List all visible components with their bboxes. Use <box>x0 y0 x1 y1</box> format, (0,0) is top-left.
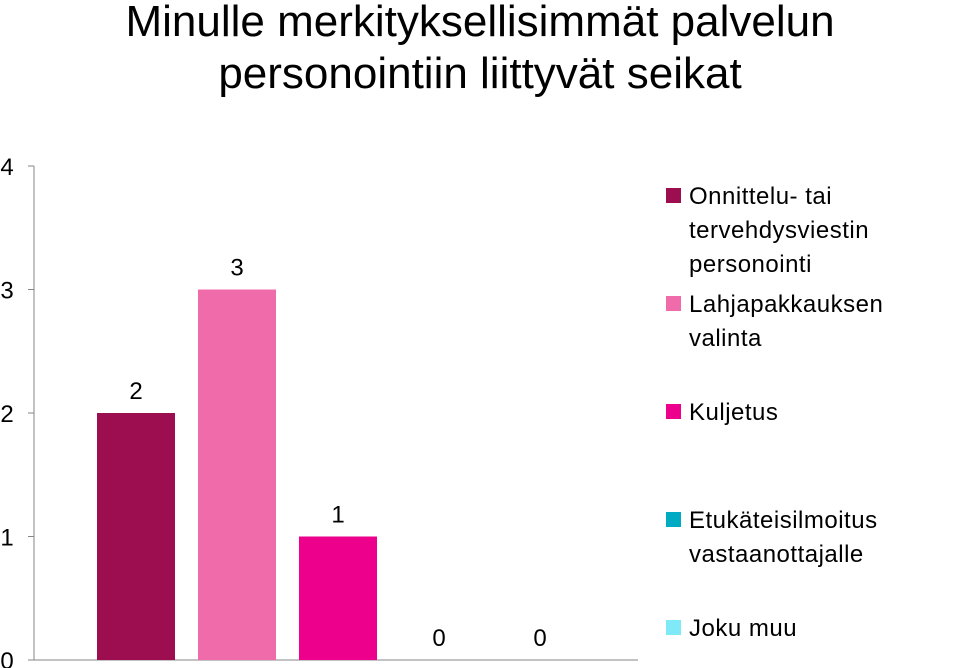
legend-label: Kuljetus <box>689 396 778 430</box>
legend: Onnittelu- tai tervehdysviestin personoint… <box>666 0 960 668</box>
legend-label-line: vastaanottajalle <box>689 541 864 568</box>
legend-item: Etukäteisilmoitus vastaanottajalle <box>666 504 960 572</box>
legend-item: Kuljetus <box>666 396 960 430</box>
y-tick-label: 2 <box>0 401 13 428</box>
axis-layer: 0 1 2 3 4 <box>0 154 638 668</box>
data-label: 2 <box>129 378 142 405</box>
bar <box>299 536 377 660</box>
data-label: 1 <box>331 502 344 529</box>
legend-item: Onnittelu- tai tervehdysviestin personoint… <box>666 180 960 282</box>
legend-swatch <box>666 188 681 203</box>
y-tick-label: 0 <box>0 648 13 668</box>
y-tick-label: 1 <box>0 525 13 552</box>
legend-label: Etukäteisilmoitus vastaanottajalle <box>689 504 878 572</box>
legend-label-line: Etukäteisilmoitus <box>689 507 878 534</box>
legend-label-line: Joku muu <box>689 615 798 642</box>
chart-title-line-2: personointiin liittyvät seikat <box>218 49 742 98</box>
legend-label-line: Onnittelu- tai <box>689 183 833 210</box>
y-tick-label: 3 <box>0 278 13 305</box>
y-tick-label: 4 <box>0 154 13 181</box>
legend-label-line: Lahjapakkauksen valinta <box>689 291 884 352</box>
data-label: 0 <box>533 625 546 652</box>
legend-label: Joku muu <box>689 612 797 646</box>
legend-swatch <box>666 404 681 419</box>
bar <box>198 289 276 660</box>
legend-label-line: personointi <box>689 251 812 278</box>
legend-label: Lahjapakkauksen valinta <box>689 288 960 356</box>
legend-item: Lahjapakkauksen valinta <box>666 288 960 356</box>
legend-swatch <box>666 620 681 635</box>
legend-swatch <box>666 512 681 527</box>
legend-label-line: tervehdysviestin <box>689 217 870 244</box>
legend-item: Joku muu <box>666 612 960 646</box>
data-label: 3 <box>230 255 243 282</box>
legend-swatch <box>666 296 681 311</box>
chart-title-line-1: Minulle merkityksellisimmät palvelun <box>125 0 835 46</box>
legend-label-line: Kuljetus <box>689 399 779 426</box>
bar-layer <box>97 289 377 660</box>
bar <box>97 413 175 660</box>
label-layer: 2 3 1 0 0 <box>129 255 546 653</box>
data-label: 0 <box>432 625 445 652</box>
chart-title: Minulle merkityksellisimmät palvelun per… <box>0 0 960 100</box>
legend-label: Onnittelu- tai tervehdysviestin personoint… <box>689 180 869 282</box>
